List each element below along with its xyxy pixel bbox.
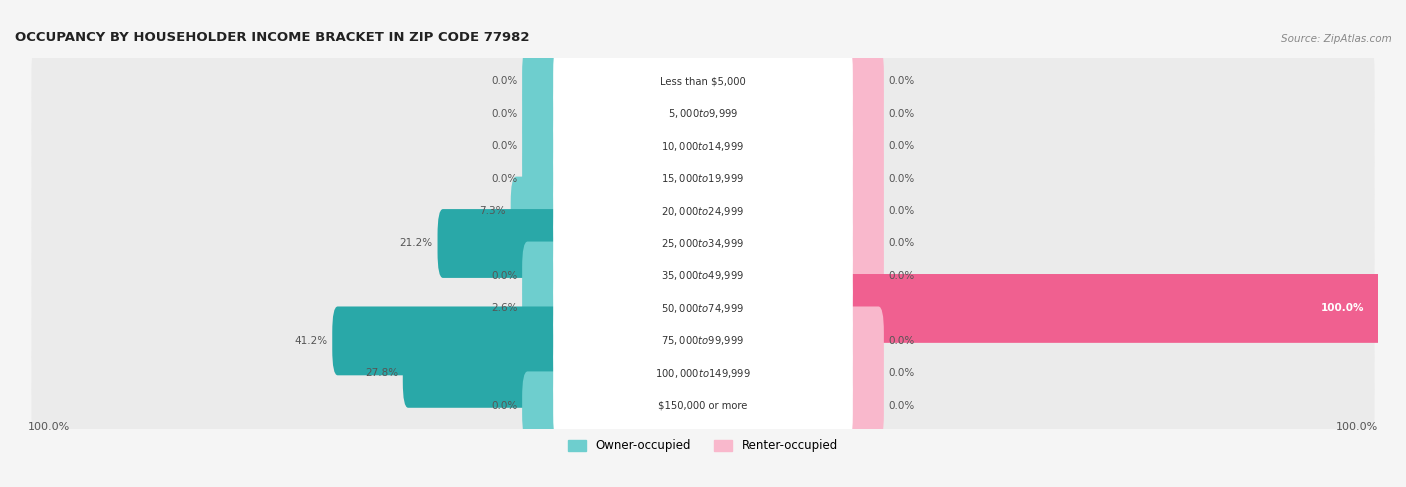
- FancyBboxPatch shape: [522, 144, 560, 213]
- FancyBboxPatch shape: [553, 35, 853, 128]
- FancyBboxPatch shape: [31, 85, 1375, 142]
- FancyBboxPatch shape: [31, 53, 1375, 110]
- Text: 0.0%: 0.0%: [889, 401, 915, 411]
- Text: $50,000 to $74,999: $50,000 to $74,999: [661, 302, 745, 315]
- FancyBboxPatch shape: [846, 144, 884, 213]
- FancyBboxPatch shape: [522, 112, 560, 181]
- Text: $25,000 to $34,999: $25,000 to $34,999: [661, 237, 745, 250]
- Text: $35,000 to $49,999: $35,000 to $49,999: [661, 269, 745, 282]
- FancyBboxPatch shape: [553, 229, 853, 323]
- Text: 100.0%: 100.0%: [28, 422, 70, 432]
- Text: $100,000 to $149,999: $100,000 to $149,999: [655, 367, 751, 380]
- Legend: Owner-occupied, Renter-occupied: Owner-occupied, Renter-occupied: [568, 439, 838, 452]
- Text: 0.0%: 0.0%: [491, 401, 517, 411]
- FancyBboxPatch shape: [31, 183, 1375, 240]
- FancyBboxPatch shape: [31, 312, 1375, 370]
- FancyBboxPatch shape: [553, 294, 853, 388]
- Text: 0.0%: 0.0%: [491, 173, 517, 184]
- FancyBboxPatch shape: [332, 306, 560, 375]
- Text: Less than $5,000: Less than $5,000: [661, 76, 745, 86]
- FancyBboxPatch shape: [522, 372, 560, 440]
- FancyBboxPatch shape: [437, 209, 560, 278]
- Text: 41.2%: 41.2%: [294, 336, 328, 346]
- FancyBboxPatch shape: [31, 150, 1375, 207]
- Text: 0.0%: 0.0%: [889, 336, 915, 346]
- Text: 2.6%: 2.6%: [491, 303, 517, 314]
- Text: 0.0%: 0.0%: [889, 368, 915, 378]
- FancyBboxPatch shape: [553, 327, 853, 420]
- Text: 0.0%: 0.0%: [889, 239, 915, 248]
- FancyBboxPatch shape: [553, 99, 853, 193]
- FancyBboxPatch shape: [31, 377, 1375, 434]
- FancyBboxPatch shape: [846, 112, 884, 181]
- Text: 0.0%: 0.0%: [491, 76, 517, 86]
- Text: 0.0%: 0.0%: [889, 173, 915, 184]
- FancyBboxPatch shape: [522, 47, 560, 115]
- FancyBboxPatch shape: [553, 67, 853, 160]
- Text: 0.0%: 0.0%: [889, 271, 915, 281]
- FancyBboxPatch shape: [522, 274, 560, 343]
- FancyBboxPatch shape: [553, 197, 853, 290]
- Text: $20,000 to $24,999: $20,000 to $24,999: [661, 205, 745, 218]
- FancyBboxPatch shape: [522, 242, 560, 310]
- Text: Source: ZipAtlas.com: Source: ZipAtlas.com: [1281, 34, 1392, 44]
- FancyBboxPatch shape: [31, 280, 1375, 337]
- Text: 100.0%: 100.0%: [1320, 303, 1364, 314]
- FancyBboxPatch shape: [553, 359, 853, 452]
- Text: 0.0%: 0.0%: [491, 141, 517, 151]
- Text: $10,000 to $14,999: $10,000 to $14,999: [661, 140, 745, 152]
- FancyBboxPatch shape: [846, 242, 884, 310]
- FancyBboxPatch shape: [522, 79, 560, 148]
- Text: 0.0%: 0.0%: [889, 141, 915, 151]
- Text: 100.0%: 100.0%: [1336, 422, 1378, 432]
- FancyBboxPatch shape: [553, 132, 853, 225]
- Text: OCCUPANCY BY HOUSEHOLDER INCOME BRACKET IN ZIP CODE 77982: OCCUPANCY BY HOUSEHOLDER INCOME BRACKET …: [14, 31, 529, 44]
- Text: 0.0%: 0.0%: [889, 76, 915, 86]
- FancyBboxPatch shape: [510, 177, 560, 245]
- FancyBboxPatch shape: [31, 215, 1375, 272]
- FancyBboxPatch shape: [402, 339, 560, 408]
- FancyBboxPatch shape: [31, 345, 1375, 402]
- Text: $75,000 to $99,999: $75,000 to $99,999: [661, 335, 745, 347]
- Text: $150,000 or more: $150,000 or more: [658, 401, 748, 411]
- FancyBboxPatch shape: [846, 79, 884, 148]
- FancyBboxPatch shape: [553, 262, 853, 355]
- Text: 0.0%: 0.0%: [491, 271, 517, 281]
- Text: 0.0%: 0.0%: [491, 109, 517, 119]
- Text: $15,000 to $19,999: $15,000 to $19,999: [661, 172, 745, 185]
- Text: 21.2%: 21.2%: [399, 239, 433, 248]
- FancyBboxPatch shape: [31, 117, 1375, 175]
- Text: $5,000 to $9,999: $5,000 to $9,999: [668, 107, 738, 120]
- FancyBboxPatch shape: [846, 339, 884, 408]
- FancyBboxPatch shape: [846, 372, 884, 440]
- Text: 7.3%: 7.3%: [479, 206, 506, 216]
- Text: 0.0%: 0.0%: [889, 206, 915, 216]
- FancyBboxPatch shape: [846, 274, 1384, 343]
- Text: 0.0%: 0.0%: [889, 109, 915, 119]
- Text: 27.8%: 27.8%: [366, 368, 398, 378]
- FancyBboxPatch shape: [846, 177, 884, 245]
- FancyBboxPatch shape: [846, 47, 884, 115]
- FancyBboxPatch shape: [846, 209, 884, 278]
- FancyBboxPatch shape: [31, 247, 1375, 304]
- FancyBboxPatch shape: [846, 306, 884, 375]
- FancyBboxPatch shape: [553, 164, 853, 258]
